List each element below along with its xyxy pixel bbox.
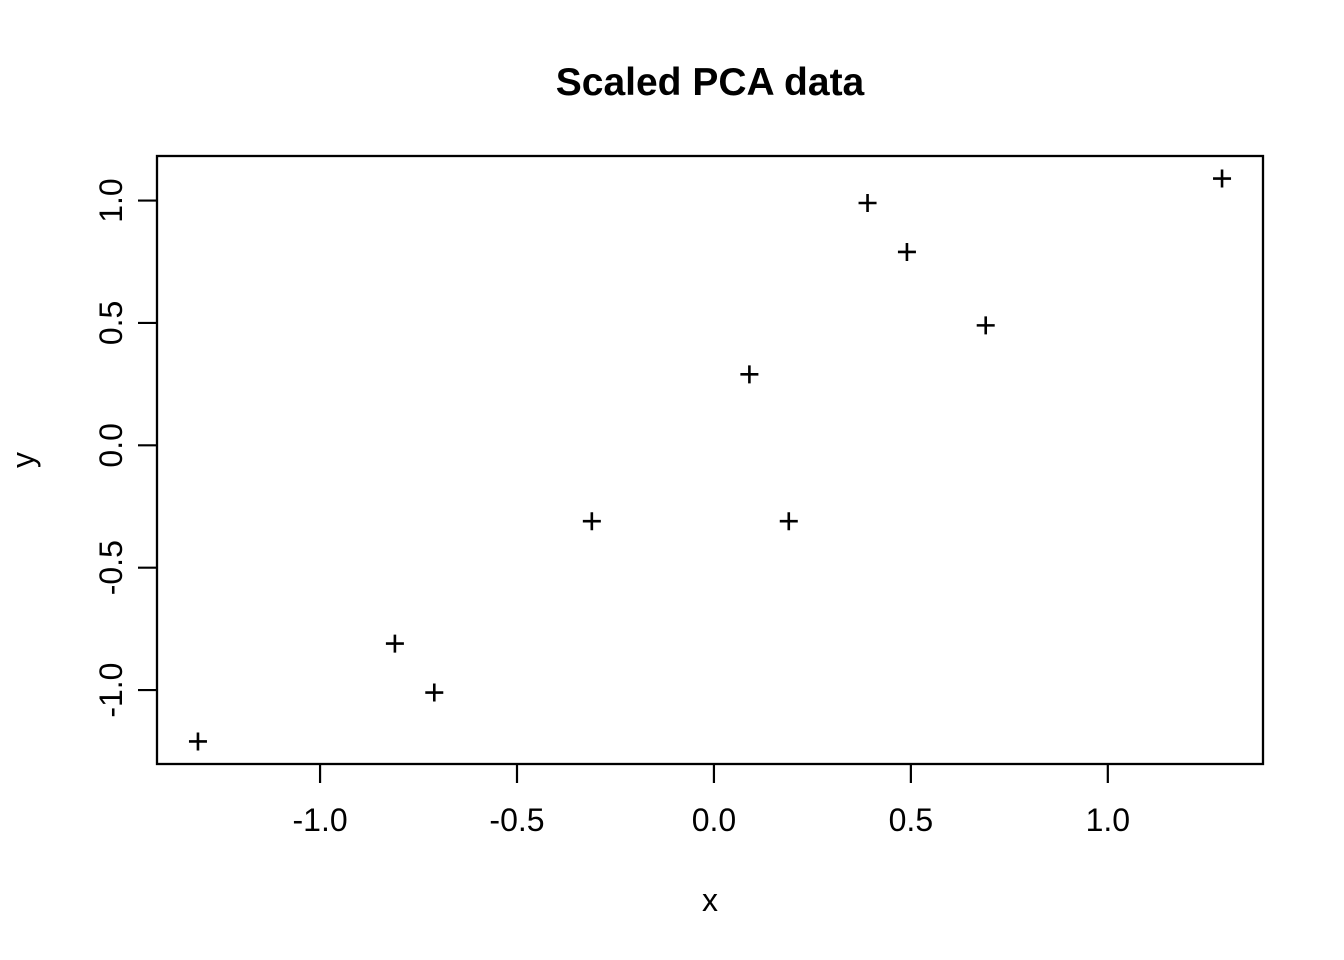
x-tick-label: 0.5 bbox=[889, 802, 933, 838]
data-point-marker bbox=[779, 512, 798, 531]
x-tick-label: -1.0 bbox=[292, 802, 347, 838]
y-tick-label: 0.0 bbox=[93, 423, 129, 467]
x-tick-label: -0.5 bbox=[489, 802, 544, 838]
y-tick-label: -0.5 bbox=[93, 540, 129, 595]
plot-border bbox=[155, 154, 1265, 766]
y-tick-label: 0.5 bbox=[93, 301, 129, 345]
x-axis-ticks: -1.0 -0.5 0.0 0.5 1.0 bbox=[292, 764, 1130, 838]
data-point-marker bbox=[858, 193, 877, 212]
data-point-marker bbox=[188, 732, 207, 751]
y-tick-label: -1.0 bbox=[93, 663, 129, 718]
x-tick-label: 0.0 bbox=[692, 802, 736, 838]
y-axis-ticks: -1.0 -0.5 0.0 0.5 1.0 bbox=[93, 178, 157, 718]
x-tick-label: 1.0 bbox=[1086, 802, 1130, 838]
y-axis-title: y bbox=[5, 452, 41, 468]
data-point-marker bbox=[425, 683, 444, 702]
data-point-marker bbox=[740, 365, 759, 384]
x-axis-title: x bbox=[702, 882, 718, 918]
y-tick-label: 1.0 bbox=[93, 178, 129, 222]
data-point-marker bbox=[897, 242, 916, 261]
chart-title: Scaled PCA data bbox=[556, 61, 865, 104]
data-points bbox=[188, 169, 1232, 751]
data-point-marker bbox=[582, 512, 601, 531]
data-point-marker bbox=[1213, 169, 1232, 188]
data-point-marker bbox=[385, 634, 404, 653]
data-point-marker bbox=[976, 316, 995, 335]
